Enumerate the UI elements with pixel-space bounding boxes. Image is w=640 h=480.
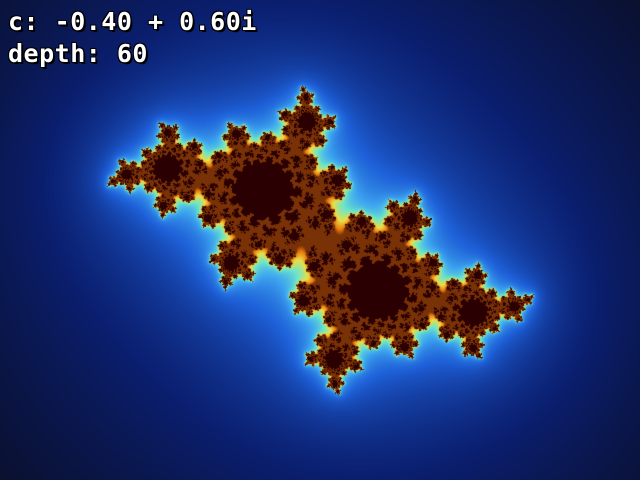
julia-set-canvas[interactable]	[0, 0, 640, 480]
fractal-viewer[interactable]: c: -0.40 + 0.60i depth: 60	[0, 0, 640, 480]
